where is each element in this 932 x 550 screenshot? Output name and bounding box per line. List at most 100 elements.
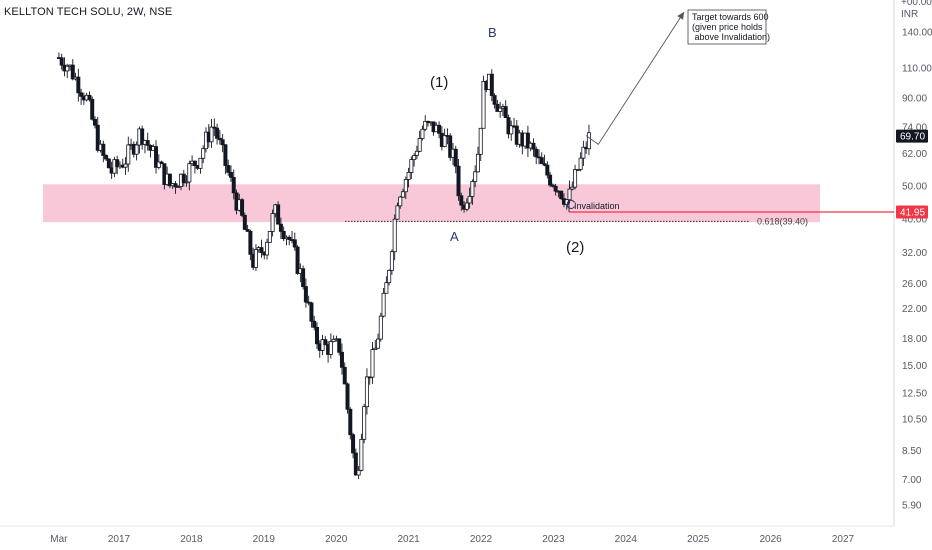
candle — [309, 301, 314, 328]
candle-body — [240, 199, 245, 216]
candle-body — [212, 126, 217, 129]
candle — [176, 185, 181, 188]
candle — [470, 179, 475, 205]
target-note: Target towards 600 (given price holds ab… — [687, 9, 770, 45]
wave-C-label: C — [566, 197, 575, 212]
candle-body — [303, 286, 308, 303]
candle — [553, 183, 558, 196]
candle-body — [481, 81, 486, 129]
time-tick-label: 2020 — [325, 534, 348, 545]
candle — [542, 154, 547, 167]
candle-body — [295, 246, 300, 274]
candle-body — [389, 251, 394, 271]
time-tick-label: 2017 — [108, 534, 131, 545]
candle-body — [242, 214, 247, 230]
candle — [314, 322, 319, 349]
candle-body — [492, 95, 497, 105]
candle-body — [92, 118, 97, 126]
candle — [95, 116, 100, 153]
candle — [240, 198, 245, 218]
candle — [420, 125, 425, 141]
candle-body — [478, 127, 483, 155]
candle — [550, 183, 555, 188]
candle-body — [267, 231, 272, 243]
last-price-tag-bg — [896, 129, 928, 143]
candle — [370, 341, 375, 384]
time-axis[interactable]: Mar 2017 2018 2019 2020 2021 2022 2023 2024 2025 2… — [50, 534, 854, 545]
candle — [581, 140, 586, 166]
candle-body — [248, 231, 253, 255]
candle-body — [406, 172, 411, 180]
candle-body — [154, 146, 159, 168]
price-tick-label: 7.00 — [902, 475, 922, 486]
candle-body — [384, 282, 389, 294]
candle-body — [79, 92, 84, 97]
candle-body — [498, 107, 503, 112]
candle-body — [545, 164, 550, 176]
time-tick-label: 2027 — [832, 534, 855, 545]
candle — [212, 118, 217, 137]
candle — [395, 202, 400, 220]
candle — [353, 448, 358, 476]
support-zone — [43, 184, 820, 223]
candle — [376, 333, 381, 349]
wave-2-label: (2) — [566, 239, 584, 256]
candle-body — [553, 185, 558, 192]
candle-body — [328, 341, 333, 355]
price-tick-label: 90.00 — [902, 93, 927, 104]
candle-body — [348, 408, 353, 436]
candle — [248, 229, 253, 261]
candle-body — [176, 186, 181, 188]
candle — [231, 169, 236, 200]
candle — [167, 173, 172, 189]
price-tick-label: 40.00 — [902, 215, 927, 226]
candle — [456, 159, 461, 201]
candle — [104, 154, 109, 162]
candle — [101, 140, 106, 163]
price-tick-label: 110.00 — [902, 64, 932, 75]
candle — [156, 154, 161, 170]
invalidation-price-tag: 41.95 — [896, 205, 928, 219]
candle-body — [231, 176, 236, 194]
wave-A-label: A — [450, 229, 459, 244]
candle-body — [420, 128, 425, 139]
candle-body — [570, 186, 575, 190]
candle-body — [276, 204, 281, 225]
candle — [159, 160, 164, 165]
candle-body — [534, 148, 539, 158]
target-arrowhead — [677, 12, 684, 20]
candle — [509, 120, 514, 141]
candle-body — [409, 159, 414, 173]
candle-body — [292, 239, 297, 248]
candle — [389, 249, 394, 275]
candle-body — [95, 124, 100, 151]
candle-body — [140, 128, 145, 145]
candle-body — [331, 338, 336, 343]
candle-body — [215, 127, 220, 139]
candle-body — [106, 158, 111, 169]
price-tick-label: 10.50 — [902, 414, 927, 425]
target-note-line-1: Target towards 600 — [692, 12, 769, 22]
candle-body — [464, 202, 469, 210]
candle-body — [167, 173, 172, 187]
candle-body — [448, 135, 453, 158]
candle-body — [156, 161, 161, 168]
candle-body — [548, 174, 553, 186]
candle — [559, 190, 564, 201]
candle-body — [373, 347, 378, 350]
candle — [287, 235, 292, 246]
candle — [228, 165, 233, 182]
candle-body — [192, 160, 197, 166]
candle — [575, 168, 580, 171]
candle-body — [339, 351, 344, 368]
candle — [564, 198, 569, 210]
price-axis[interactable]: 140.00 110.00 90.00 74.00 62.00 50.00 40.00 32.… — [902, 28, 932, 512]
candle — [295, 245, 300, 275]
candle — [345, 382, 350, 414]
candle — [253, 244, 258, 271]
price-tick-label: 22.00 — [902, 304, 927, 315]
candle-body — [456, 165, 461, 197]
candle-body — [278, 223, 283, 232]
candle — [126, 136, 131, 172]
